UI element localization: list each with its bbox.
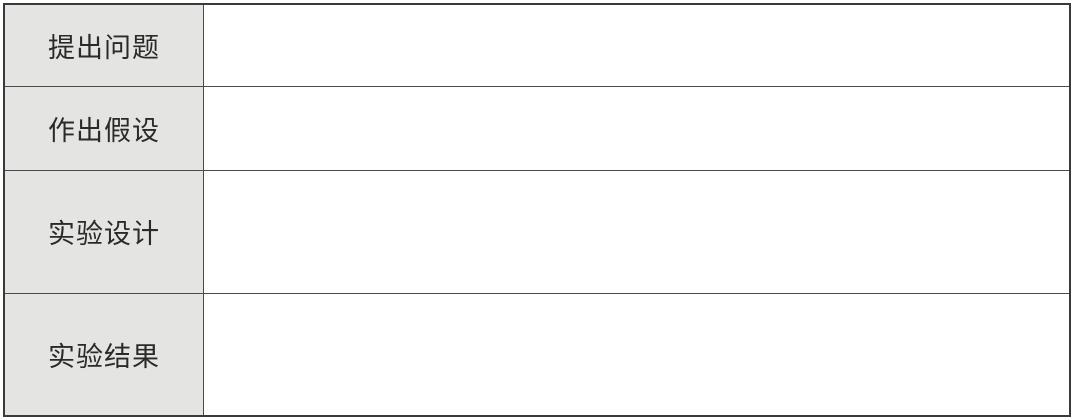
answer-cell[interactable] [203, 85, 1071, 171]
row-label: 实验结果 [3, 292, 204, 417]
table-row: 实验结果 [3, 292, 1071, 417]
table-row: 作出假设 [3, 85, 1071, 171]
table-row: 实验设计 [3, 169, 1071, 294]
experiment-worksheet-table: 提出问题 作出假设 实验设计 实验结果 [3, 3, 1071, 417]
row-label: 实验设计 [3, 169, 204, 294]
answer-cell[interactable] [203, 169, 1071, 294]
row-label: 提出问题 [3, 3, 204, 87]
row-label: 作出假设 [3, 85, 204, 171]
answer-cell[interactable] [203, 292, 1071, 417]
table-row: 提出问题 [3, 3, 1071, 87]
answer-cell[interactable] [203, 3, 1071, 87]
